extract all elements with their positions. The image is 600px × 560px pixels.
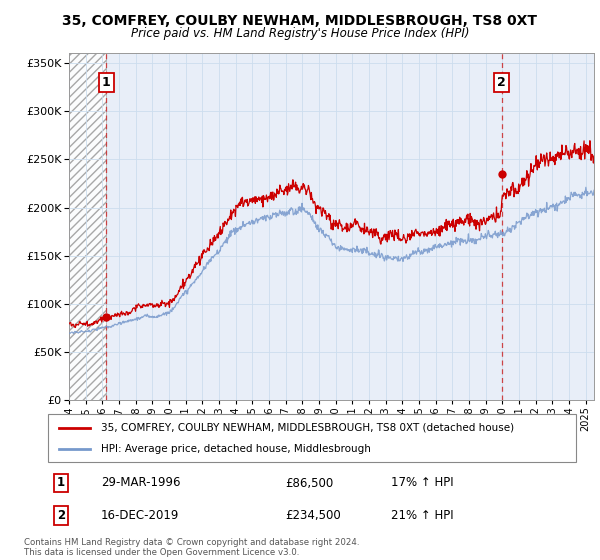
FancyBboxPatch shape (48, 414, 576, 462)
Text: 1: 1 (102, 76, 111, 88)
Text: 2: 2 (497, 76, 506, 88)
Text: 35, COMFREY, COULBY NEWHAM, MIDDLESBROUGH, TS8 0XT: 35, COMFREY, COULBY NEWHAM, MIDDLESBROUG… (62, 14, 538, 28)
Text: Price paid vs. HM Land Registry's House Price Index (HPI): Price paid vs. HM Land Registry's House … (131, 27, 469, 40)
Bar (69, 53, 106, 400)
Text: 21% ↑ HPI: 21% ↑ HPI (391, 508, 454, 522)
Text: 35, COMFREY, COULBY NEWHAM, MIDDLESBROUGH, TS8 0XT (detached house): 35, COMFREY, COULBY NEWHAM, MIDDLESBROUG… (101, 423, 514, 433)
Text: 29-MAR-1996: 29-MAR-1996 (101, 477, 181, 489)
Text: 2: 2 (57, 508, 65, 522)
Text: 17% ↑ HPI: 17% ↑ HPI (391, 477, 454, 489)
Text: Contains HM Land Registry data © Crown copyright and database right 2024.
This d: Contains HM Land Registry data © Crown c… (24, 538, 359, 557)
Text: 16-DEC-2019: 16-DEC-2019 (101, 508, 179, 522)
Text: HPI: Average price, detached house, Middlesbrough: HPI: Average price, detached house, Midd… (101, 444, 371, 454)
Text: £86,500: £86,500 (286, 477, 334, 489)
Text: £234,500: £234,500 (286, 508, 341, 522)
Text: 1: 1 (57, 477, 65, 489)
